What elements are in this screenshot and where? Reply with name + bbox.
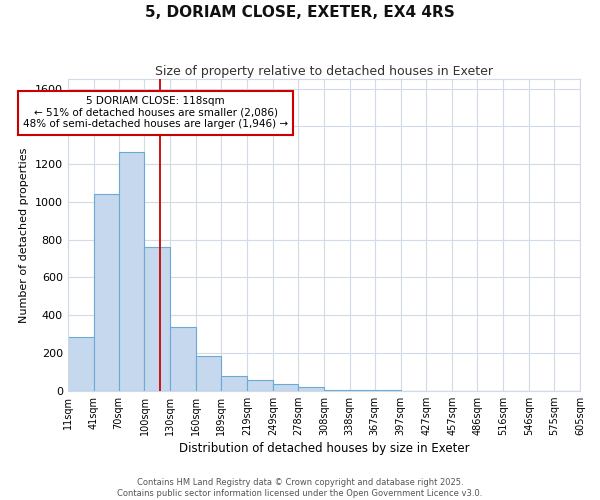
Bar: [298, 387, 324, 390]
Bar: [94, 194, 119, 390]
Bar: [273, 384, 298, 390]
Bar: [145, 247, 170, 390]
Y-axis label: Number of detached properties: Number of detached properties: [19, 147, 29, 322]
Text: Contains HM Land Registry data © Crown copyright and database right 2025.
Contai: Contains HM Land Registry data © Crown c…: [118, 478, 482, 498]
Bar: [221, 376, 247, 390]
Bar: [68, 337, 94, 390]
Text: 5, DORIAM CLOSE, EXETER, EX4 4RS: 5, DORIAM CLOSE, EXETER, EX4 4RS: [145, 5, 455, 20]
Bar: [247, 380, 273, 390]
Title: Size of property relative to detached houses in Exeter: Size of property relative to detached ho…: [155, 65, 493, 78]
Text: 5 DORIAM CLOSE: 118sqm
← 51% of detached houses are smaller (2,086)
48% of semi-: 5 DORIAM CLOSE: 118sqm ← 51% of detached…: [23, 96, 288, 130]
Bar: [196, 356, 221, 390]
Bar: [119, 152, 145, 390]
Bar: [170, 326, 196, 390]
X-axis label: Distribution of detached houses by size in Exeter: Distribution of detached houses by size …: [179, 442, 469, 455]
